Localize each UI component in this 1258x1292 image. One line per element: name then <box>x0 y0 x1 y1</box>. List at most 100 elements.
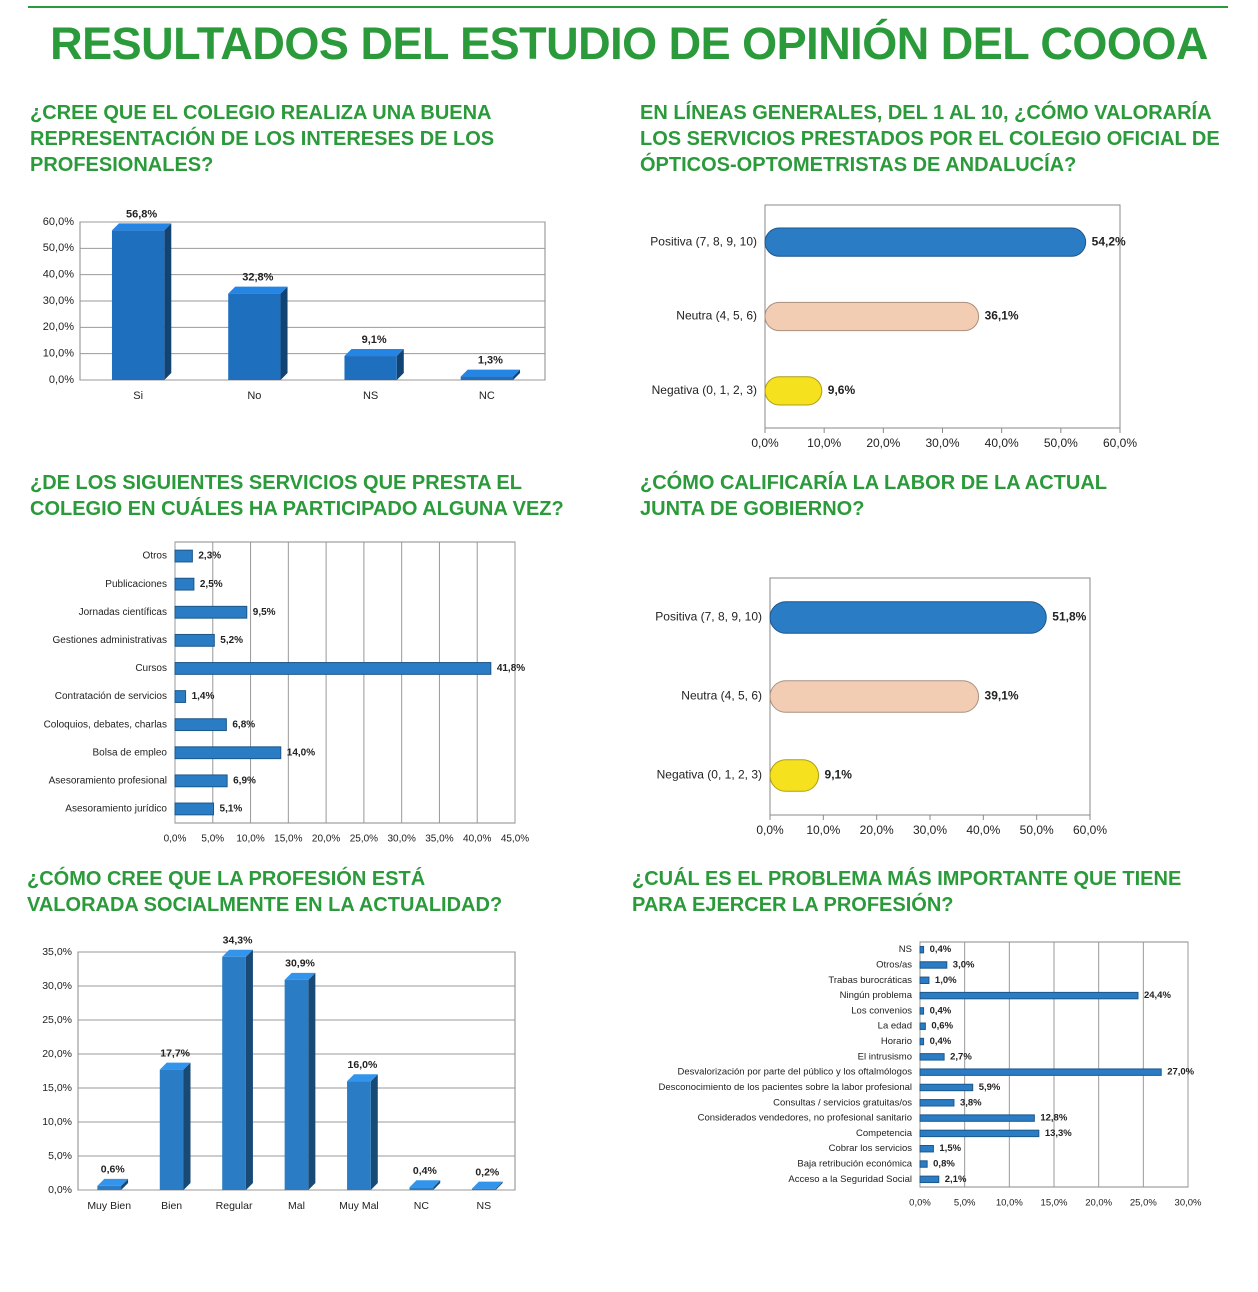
x-tick-label: 10,0% <box>806 823 840 837</box>
value-label: 24,4% <box>1144 990 1171 1001</box>
y-tick-label: El intrusismo <box>858 1051 912 1062</box>
bar <box>174 690 187 703</box>
x-tick-label: 15,0% <box>1041 1198 1068 1209</box>
bar <box>97 1185 122 1190</box>
value-label: 2,1% <box>945 1174 967 1185</box>
bar-side <box>396 349 404 380</box>
y-tick-label: Negativa (0, 1, 2, 3) <box>652 383 757 397</box>
value-label: 0,4% <box>413 1165 438 1177</box>
y-tick-label: 15,0% <box>42 1082 72 1094</box>
x-tick-label: 40,0% <box>966 823 1000 837</box>
x-tick-label: Regular <box>216 1200 253 1212</box>
bar-side <box>280 286 288 380</box>
y-tick-label: 20,0% <box>42 1048 72 1060</box>
bar <box>174 746 282 760</box>
y-tick-label: 10,0% <box>42 1116 72 1128</box>
x-tick-label: No <box>247 390 261 402</box>
x-tick-label: 25,0% <box>350 834 378 845</box>
value-label: 0,4% <box>930 1005 952 1016</box>
x-tick-label: 0,0% <box>751 436 779 450</box>
x-tick-label: 5,0% <box>201 834 224 845</box>
bar <box>284 979 309 1190</box>
y-tick-label: Considerados vendedores, no profesional … <box>698 1113 912 1124</box>
x-tick-label: 50,0% <box>1044 436 1078 450</box>
bar-side <box>164 223 172 380</box>
x-tick-label: Muy Bien <box>87 1200 131 1212</box>
x-tick-label: 35,0% <box>425 834 453 845</box>
x-tick-label: 5,0% <box>954 1198 976 1209</box>
y-tick-label: Neutra (4, 5, 6) <box>681 689 762 703</box>
bar-top <box>111 223 172 231</box>
bar <box>919 1129 1040 1138</box>
value-label: 0,8% <box>933 1159 955 1170</box>
bar <box>174 802 215 816</box>
bar <box>769 680 980 713</box>
y-tick-label: 0,0% <box>48 1184 72 1196</box>
value-label: 0,2% <box>475 1166 500 1178</box>
y-tick-label: Desconocimiento de los pacientes sobre l… <box>659 1082 912 1093</box>
x-tick-label: 20,0% <box>312 834 340 845</box>
question-title: ¿CREE QUE EL COLEGIO REALIZA UNA BUENA R… <box>30 102 495 176</box>
value-label: 41,8% <box>497 663 525 674</box>
page-title: RESULTADOS DEL ESTUDIO DE OPINIÓN DEL CO… <box>50 18 1208 69</box>
value-label: 1,4% <box>192 691 215 702</box>
bar <box>174 662 492 675</box>
bar <box>344 356 397 380</box>
question-title: EN LÍNEAS GENERALES, DEL 1 AL 10, ¿CÓMO … <box>640 102 1220 176</box>
bar <box>919 961 948 969</box>
y-tick-label: Otros <box>143 551 167 562</box>
y-tick-label: 25,0% <box>42 1014 72 1026</box>
y-tick-label: 40,0% <box>43 269 74 281</box>
value-label: 3,8% <box>960 1097 982 1108</box>
bar <box>769 759 820 792</box>
y-tick-label: 30,0% <box>43 295 74 307</box>
y-tick-label: Asesoramiento jurídico <box>65 804 167 815</box>
bar-top <box>284 972 316 980</box>
value-label: 14,0% <box>287 747 315 758</box>
x-tick-label: 10,0% <box>996 1198 1023 1209</box>
value-label: 1,5% <box>939 1143 961 1154</box>
value-label: 9,1% <box>362 334 387 346</box>
y-tick-label: 35,0% <box>42 946 72 958</box>
value-label: 13,3% <box>1045 1128 1072 1139</box>
y-tick-label: Publicaciones <box>105 579 167 590</box>
y-tick-label: Bolsa de empleo <box>93 747 168 758</box>
bar <box>919 1175 940 1184</box>
y-tick-label: Negativa (0, 1, 2, 3) <box>657 768 762 782</box>
value-label: 0,4% <box>930 1036 952 1047</box>
value-label: 12,8% <box>1040 1113 1067 1124</box>
value-label: 54,2% <box>1092 234 1126 248</box>
bar <box>769 601 1047 634</box>
bar <box>919 1007 925 1015</box>
y-tick-label: Competencia <box>856 1128 913 1139</box>
y-tick-label: Desvalorización por parte del público y … <box>678 1067 913 1078</box>
bar <box>174 605 248 619</box>
y-tick-label: 20,0% <box>43 321 74 333</box>
x-tick-label: Muy Mal <box>339 1200 379 1212</box>
value-label: 5,9% <box>979 1082 1001 1093</box>
bar <box>919 945 925 954</box>
x-tick-label: 0,0% <box>756 823 784 837</box>
bar <box>919 1099 955 1107</box>
y-tick-label: Acceso a la Seguridad Social <box>788 1174 912 1185</box>
value-label: 5,2% <box>220 635 243 646</box>
bar <box>174 718 227 732</box>
bar <box>409 1187 434 1190</box>
x-tick-label: 10,0% <box>807 436 841 450</box>
question-title: ¿DE LOS SIGUIENTES SERVICIOS QUE PRESTA … <box>30 472 564 520</box>
bar-top <box>344 349 404 357</box>
bar <box>919 1160 928 1168</box>
bar-side <box>183 1062 191 1190</box>
bar <box>764 227 1087 257</box>
bar-side <box>121 1178 129 1190</box>
y-tick-label: Los convenios <box>851 1005 912 1016</box>
x-tick-label: 40,0% <box>985 436 1019 450</box>
x-tick-label: Mal <box>288 1200 305 1212</box>
x-tick-label: Bien <box>161 1200 182 1212</box>
y-tick-label: Coloquios, debates, charlas <box>44 719 167 730</box>
y-tick-label: Horario <box>881 1036 912 1047</box>
bar <box>174 549 193 563</box>
x-tick-label: 20,0% <box>860 823 894 837</box>
x-tick-label: Si <box>133 390 143 402</box>
